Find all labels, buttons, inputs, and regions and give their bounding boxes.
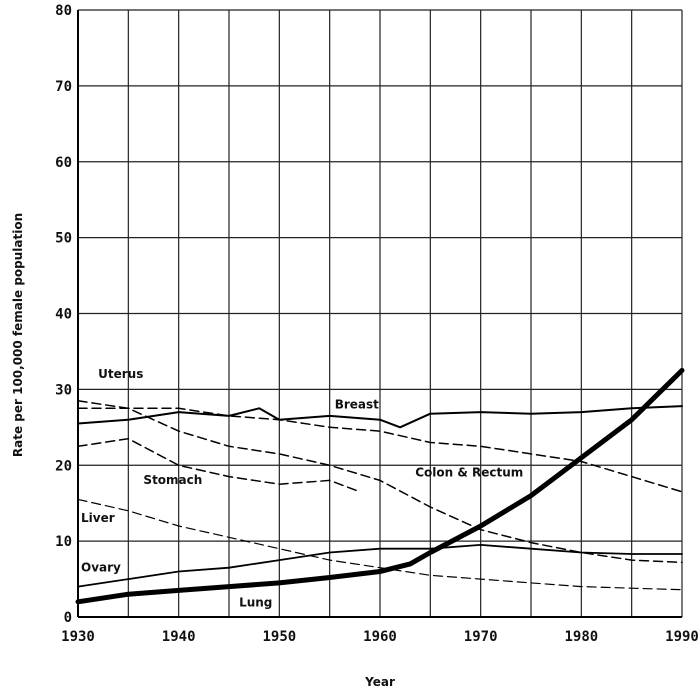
- grid: [77, 9, 683, 618]
- x-tick-label: 1960: [363, 629, 397, 645]
- series-line-lung: [75, 367, 685, 605]
- x-tick-label: 1990: [665, 629, 699, 645]
- y-tick-label: 80: [55, 3, 72, 19]
- x-tick-label: 1950: [262, 629, 296, 645]
- series-line-colon-rectum: [77, 407, 683, 493]
- series-labels: Uterus Breast Colon & Rectum Stomach Liver Ov…: [81, 367, 523, 609]
- series-label: Colon & Rectum: [415, 466, 523, 480]
- y-tick-label: 60: [55, 155, 72, 171]
- series-label: Uterus: [98, 367, 143, 381]
- tick-labels: 0 10 20 30 40 50 60 70 80 1930 1940 1950 1960 1970 198…: [55, 3, 699, 645]
- series-label: Ovary: [81, 560, 121, 574]
- series-lines: [75, 367, 685, 605]
- y-tick-label: 10: [55, 534, 72, 550]
- x-tick-label: 1980: [564, 629, 598, 645]
- series-line-uterus: [77, 400, 683, 564]
- y-tick-label: 20: [55, 458, 72, 474]
- series-label: Stomach: [143, 473, 202, 487]
- x-tick-label: 1930: [61, 629, 95, 645]
- y-tick-label: 70: [55, 79, 72, 95]
- series-line-ovary: [77, 544, 683, 588]
- y-tick-label: 0: [64, 610, 72, 626]
- x-axis-title: Year: [364, 675, 395, 689]
- y-tick-label: 50: [55, 231, 72, 247]
- x-tick-label: 1970: [464, 629, 498, 645]
- series-label: Breast: [335, 397, 379, 411]
- series-line-liver: [77, 498, 683, 591]
- y-axis-title: Rate per 100,000 female population: [11, 213, 25, 457]
- x-tick-label: 1940: [162, 629, 196, 645]
- series-line-stomach: [77, 437, 361, 493]
- y-tick-label: 40: [55, 307, 72, 323]
- series-label: Lung: [239, 595, 272, 609]
- series-label: Liver: [81, 511, 115, 525]
- series-line-breast: [77, 405, 683, 429]
- y-tick-label: 30: [55, 382, 72, 398]
